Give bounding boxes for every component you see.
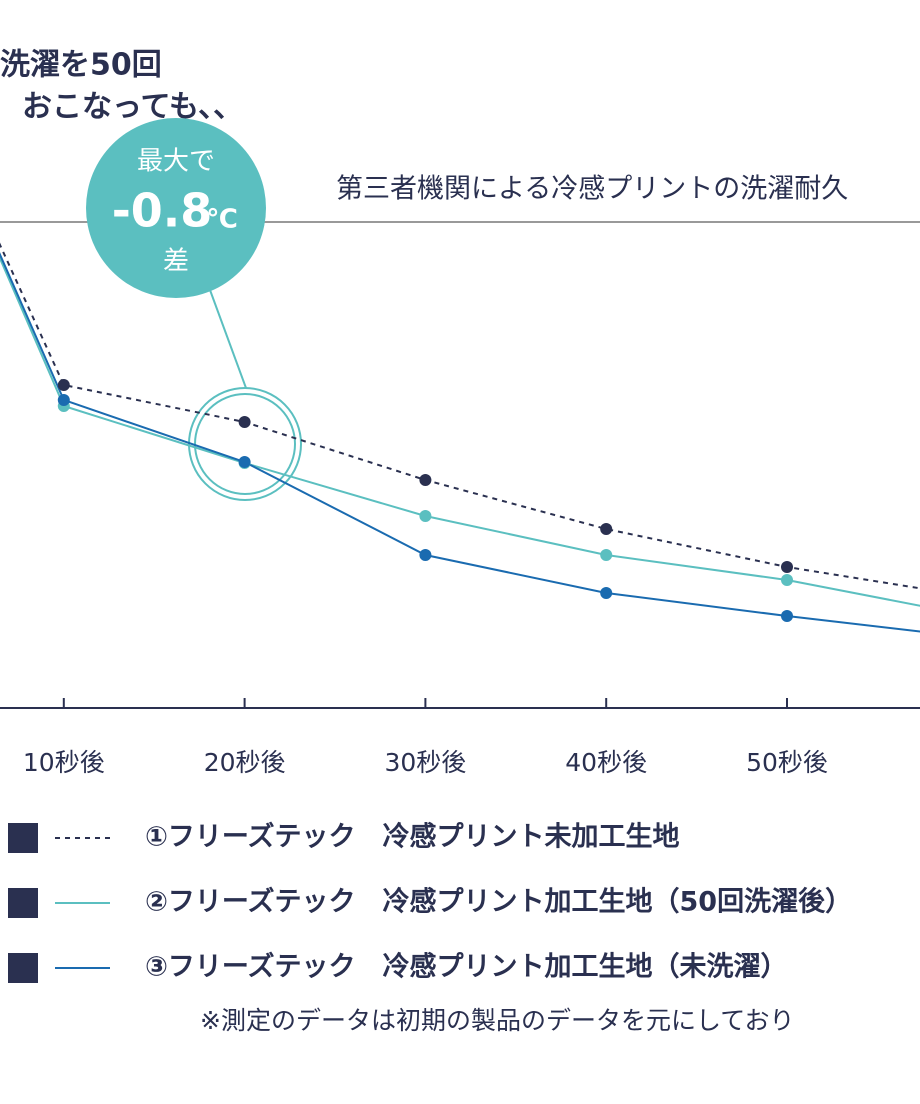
- x-tick-label: 10秒後: [23, 748, 105, 777]
- legend-swatch: [8, 888, 38, 918]
- x-tick-label: 20秒後: [204, 748, 286, 777]
- annotation: 洗濯を50回: [0, 48, 162, 83]
- point: [57, 394, 70, 406]
- point: [600, 587, 613, 599]
- point: [419, 474, 432, 486]
- legend-label: ②フリーズテック 冷感プリント加工生地（50回洗濯後）: [145, 886, 852, 918]
- callout-ring: [188, 387, 302, 501]
- legend-swatch: [8, 823, 38, 853]
- callout-pointer: [209, 289, 247, 389]
- chart-title: 第三者機関による冷感プリントの洗濯耐久: [336, 174, 848, 205]
- callout-ring: [194, 393, 296, 495]
- legend-label: ①フリーズテック 冷感プリント未加工生地: [145, 821, 680, 853]
- title-bg: [330, 168, 920, 212]
- point: [781, 561, 793, 573]
- callout-bubble: [86, 118, 266, 298]
- x-tick-label: 40秒後: [565, 748, 647, 777]
- legend-label: ③フリーズテック 冷感プリント加工生地（未洗濯）: [145, 951, 788, 983]
- legend-swatch: [8, 953, 38, 983]
- point: [419, 510, 432, 522]
- x-tick-label: 50秒後: [746, 748, 828, 777]
- point: [238, 456, 251, 468]
- x-tick-label: 30秒後: [384, 748, 466, 777]
- point: [419, 549, 432, 561]
- annotation: おこなっても、、: [22, 90, 243, 125]
- point: [600, 523, 613, 535]
- callout-bottom: 差: [163, 247, 189, 277]
- point: [57, 379, 70, 391]
- point: [781, 610, 793, 622]
- note: ※測定のデータは初期の製品のデータを元にしており: [200, 1006, 794, 1035]
- callout-value: -0.8: [112, 184, 213, 238]
- point: [781, 574, 793, 586]
- callout-top: 最大で: [137, 147, 215, 177]
- point: [238, 416, 251, 428]
- point: [600, 549, 613, 561]
- callout-unit: ℃: [206, 205, 237, 235]
